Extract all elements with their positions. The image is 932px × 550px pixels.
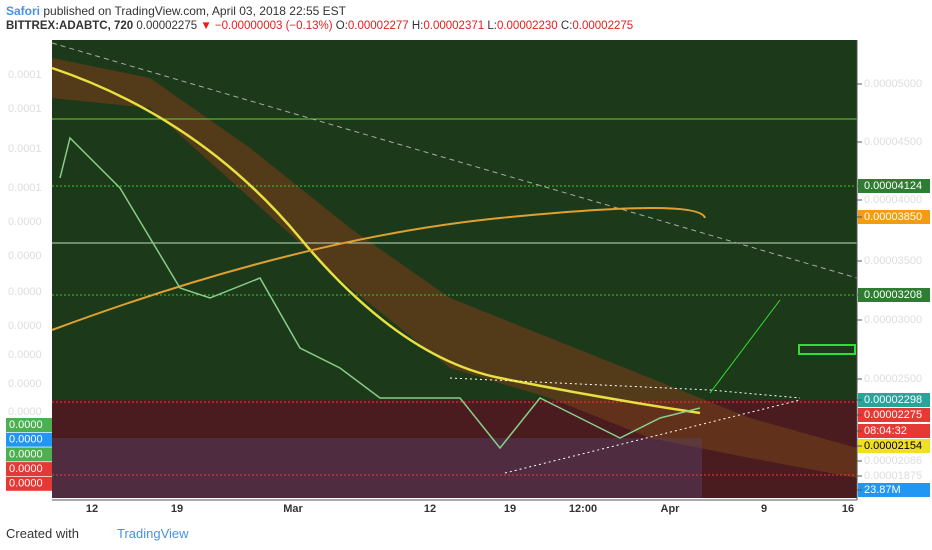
left-tick-label: 0.0000: [8, 406, 42, 418]
x-tick-label: Apr: [661, 503, 681, 515]
left-badge-label: 0.0000: [9, 478, 43, 490]
right-tick-label: 0.00002086: [864, 455, 922, 467]
x-tick-label: 16: [842, 503, 854, 515]
price-badge: [858, 408, 930, 422]
left-tick-label: 0.0000: [8, 286, 42, 298]
volume-area: [52, 438, 702, 498]
right-tick-label: 0.00004000: [864, 194, 922, 206]
left-badge-label: 0.0000: [9, 419, 43, 431]
x-tick-label: 12: [86, 503, 98, 515]
symbol: BITTREX:ADABTC, 720: [6, 20, 134, 32]
published-text: published on TradingView.com, April 03, …: [43, 4, 347, 18]
left-tick-label: 0.0001: [8, 103, 42, 115]
cloud: [52, 58, 857, 478]
left-tick-label: 0.0000: [8, 349, 42, 361]
x-tick-label: 19: [171, 503, 183, 515]
right-tick-label: 0.00003850: [864, 211, 922, 223]
right-tick-label: 0.00003000: [864, 314, 922, 326]
left-badge: [6, 447, 52, 462]
right-tick-label: 0.00002298: [864, 394, 922, 406]
right-tick-label: 0.00004500: [864, 136, 922, 148]
right-tick-label: 08:04:32: [864, 425, 907, 437]
left-badge: [6, 476, 52, 491]
right-tick-label: 0.00004124: [864, 180, 922, 192]
x-tick-label: 12:00: [569, 503, 597, 515]
open: 0.00002277: [347, 20, 409, 32]
symbol-line: BITTREX:ADABTC, 720 0.00002275 ▼ −0.0000…: [6, 20, 633, 32]
left-tick-label: 0.0001: [8, 69, 42, 81]
left-tick-label: 0.0000: [8, 378, 42, 390]
price-badge: [858, 424, 930, 438]
x-tick-label: 12: [424, 503, 436, 515]
left-tick-label: 0.0000: [8, 216, 42, 228]
left-tick-label: 0.0001: [8, 182, 42, 194]
right-tick-label: 0.00003208: [864, 289, 922, 301]
chart: 0.00010.00010.00010.00010.00000.00000.00…: [6, 40, 930, 515]
footer-link[interactable]: TradingView: [117, 526, 189, 541]
right-tick-label: 0.00005000: [864, 78, 922, 90]
left-badge-label: 0.0000: [9, 434, 43, 446]
price-badge: [858, 483, 930, 497]
x-tick-label: 19: [504, 503, 516, 515]
close-label: C:: [560, 20, 573, 32]
x-tick-label: 9: [761, 503, 767, 515]
target-box: [798, 344, 856, 355]
author[interactable]: Safori: [6, 4, 41, 18]
x-tick-label: Mar: [283, 503, 303, 515]
footer-text: Created with: [6, 526, 79, 541]
price-badge: [858, 179, 930, 193]
publish-line: Safori published on TradingView.com, Apr…: [6, 4, 346, 18]
change: ▼ −0.00000003 (−0.13%): [200, 20, 333, 32]
ma-line: [51, 207, 706, 331]
left-badge: [6, 462, 52, 477]
right-tick-label: 0.00001875: [864, 470, 922, 482]
low-label: L:: [487, 20, 497, 32]
right-tick-label: 0.00002154: [864, 440, 922, 452]
left-badge-label: 0.0000: [9, 448, 43, 460]
right-tick-label: 0.00003500: [864, 255, 922, 267]
right-tick-label: 23.87M: [864, 484, 901, 496]
left-tick-label: 0.0000: [8, 320, 42, 332]
left-badge: [6, 418, 52, 432]
price-badge: [858, 210, 930, 224]
low: 0.00002230: [496, 20, 558, 32]
price-badge: [858, 393, 930, 407]
right-tick-label: 0.00002500: [864, 373, 922, 385]
projection-arrow: [709, 299, 781, 394]
ma-line: [51, 66, 701, 415]
open-label: O:: [335, 20, 348, 32]
trend-line: [51, 42, 858, 279]
high: 0.00002371: [423, 20, 485, 32]
triangle-line: [504, 399, 801, 474]
left-badge-label: 0.0000: [9, 463, 43, 475]
triangle-line: [449, 377, 801, 399]
high-label: H:: [411, 20, 424, 32]
price-path: [59, 136, 701, 450]
price-badge: [858, 288, 930, 302]
left-badge: [6, 432, 52, 447]
price-badge: [858, 439, 930, 453]
close: 0.00002275: [572, 20, 634, 32]
right-tick-label: 0.00002275: [864, 409, 922, 421]
price: 0.00002275: [136, 20, 198, 32]
left-tick-label: 0.0001: [8, 143, 42, 155]
left-tick-label: 0.0000: [8, 250, 42, 262]
